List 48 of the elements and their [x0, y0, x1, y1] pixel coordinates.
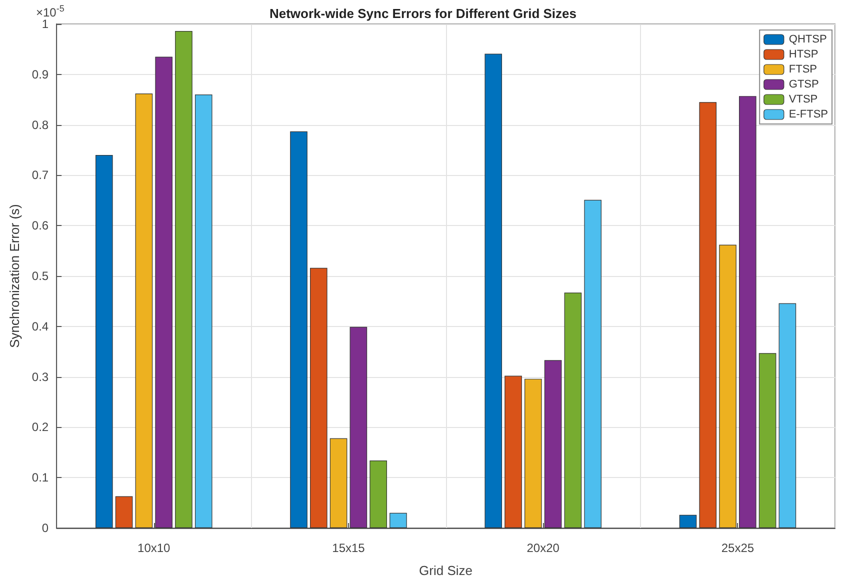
- bar: [390, 512, 407, 528]
- bar: [738, 96, 756, 528]
- legend-label: HTSP: [788, 48, 818, 60]
- y-tick-label: 0.7: [32, 168, 49, 182]
- y-tick-label: 0.8: [32, 118, 49, 132]
- y-tick-label: 0.9: [32, 67, 49, 82]
- legend-label: VTSP: [788, 94, 818, 106]
- bar: [584, 200, 602, 528]
- x-tick-label: 20x20: [526, 541, 560, 555]
- y-tick-label: 0.4: [32, 319, 49, 334]
- y-tick-label: 0.2: [32, 420, 49, 434]
- bar: [758, 353, 776, 528]
- y-tick-label: 0: [42, 521, 49, 535]
- y-tick-label: 0.5: [32, 269, 49, 283]
- bar: [679, 514, 697, 528]
- legend-label: E-FTSP: [788, 108, 828, 120]
- bar: [350, 326, 368, 528]
- x-tick-label: 15x15: [332, 541, 366, 555]
- x-axis-title: Grid Size: [419, 563, 473, 578]
- chart-title: Network-wide Sync Errors for Different Grid Sizes: [269, 6, 577, 21]
- bar: [564, 292, 582, 528]
- bar: [155, 56, 172, 528]
- y-tick-label: 0.1: [32, 470, 49, 485]
- bar: [719, 244, 736, 528]
- bar: [115, 496, 133, 528]
- bar: [96, 155, 113, 528]
- legend-label: GTSP: [788, 78, 819, 90]
- legend-label: FTSP: [788, 64, 818, 76]
- bar: [135, 94, 153, 528]
- y-tick-label: 1: [42, 17, 49, 31]
- x-tick-label: 10x10: [138, 541, 171, 555]
- y-tick-label: 0.6: [32, 218, 49, 233]
- bar: [194, 94, 212, 528]
- y-tick-label: 0.3: [32, 370, 49, 384]
- legend-label: QHTSP: [788, 34, 827, 46]
- bar: [310, 268, 328, 528]
- bar: [544, 360, 562, 528]
- bar: [484, 54, 502, 528]
- y-axis-title: Synchronization Error (s): [7, 204, 22, 348]
- bar: [290, 131, 308, 528]
- bar: [175, 31, 192, 528]
- bar: [524, 378, 542, 528]
- bar: [504, 376, 522, 528]
- bar: [370, 460, 387, 528]
- bar: [778, 303, 796, 528]
- x-tick-label: 25x25: [721, 541, 754, 555]
- bar: [330, 438, 348, 528]
- bar: [699, 102, 717, 528]
